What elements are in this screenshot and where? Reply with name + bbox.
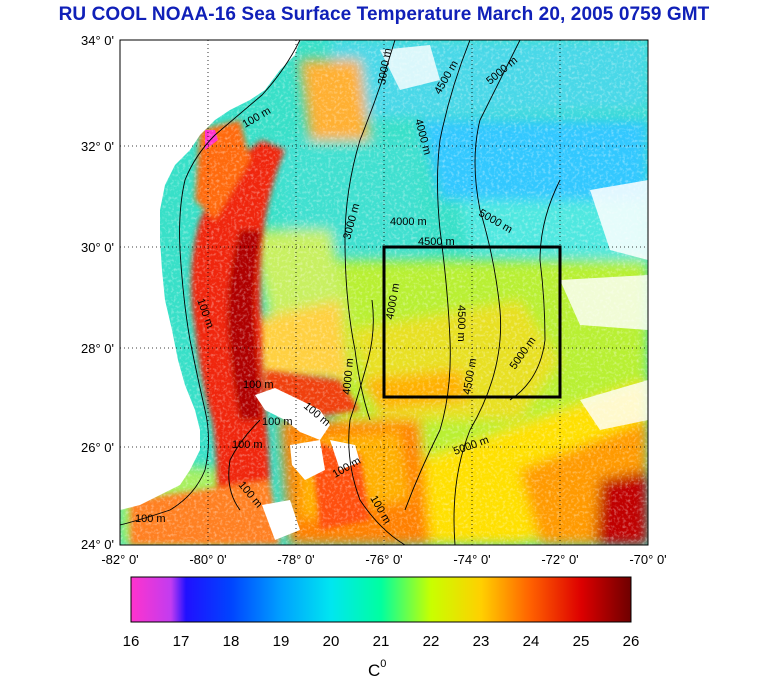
lat-tick-label: 26° 0' [81,440,114,455]
lon-tick-label: -70° 0' [629,552,666,567]
map-title: RU COOL NOAA-16 Sea Surface Temperature … [58,4,710,25]
lat-tick-label: 34° 0' [81,33,114,48]
lat-tick-label: 28° 0' [81,341,114,356]
lat-tick-label: 32° 0' [81,139,114,154]
map-frame [119,39,649,546]
lon-tick-label: -78° 0' [277,552,314,567]
lon-tick-label: -80° 0' [189,552,226,567]
lon-axis: -82° 0' -80° 0' -78° 0' -76° 0' -74° 0' … [101,552,666,567]
contour-label: 100 m [232,439,263,451]
colorbar-scale [130,576,632,623]
lon-tick-label: -82° 0' [101,552,138,567]
bahamas-island-3 [330,440,360,470]
colorbar-tick-label: 24 [523,633,540,650]
cloud-patch-1 [590,180,648,260]
colorbar-unit: C [368,661,380,680]
colorbar-ticks: 16 17 18 19 20 21 22 23 24 25 26 [123,633,640,650]
contour-label: 100 m [243,379,274,391]
contour-label: 100 m [135,513,166,525]
bahamas-island-4 [262,500,300,540]
colorbar-tick-label: 19 [273,633,290,650]
colorbar-tick-label: 20 [323,633,340,650]
lon-tick-label: -72° 0' [541,552,578,567]
contour-label: 4500 m [418,236,455,248]
colorbar-tick-label: 16 [123,633,140,650]
bahamas-island-2 [290,440,325,480]
contour-label: 4500 m [455,305,467,342]
florida-land [120,40,300,510]
colorbar-tick-label: 22 [423,633,440,650]
colorbar-unit-label: C0 [368,658,386,680]
colorbar-unit-sup: 0 [380,658,386,670]
cloud-patch-4 [580,380,648,430]
bahamas-island-1 [255,388,330,440]
colorbar-tick-label: 26 [623,633,640,650]
contour-label: 4000 m [390,216,427,228]
lat-tick-label: 24° 0' [81,537,114,552]
lat-axis: 34° 0' 32° 0' 30° 0' 28° 0' 26° 0' 24° 0… [81,33,114,552]
lat-tick-label: 30° 0' [81,240,114,255]
colorbar-tick-label: 25 [573,633,590,650]
contour-label: 100 m [262,416,293,428]
contour-label: 4000 m [341,358,356,396]
cloud-patch-3 [380,45,440,90]
colorbar-tick-label: 18 [223,633,240,650]
colorbar-tick-label: 17 [173,633,190,650]
cloud-patch-2 [560,275,648,330]
lon-tick-label: -76° 0' [365,552,402,567]
colorbar-tick-label: 21 [373,633,390,650]
colorbar: 16 17 18 19 20 21 22 23 24 25 26 C0 [123,576,640,680]
study-box [382,245,562,399]
colorbar-tick-label: 23 [473,633,490,650]
lon-tick-label: -74° 0' [453,552,490,567]
bathymetry-contours [120,40,561,545]
